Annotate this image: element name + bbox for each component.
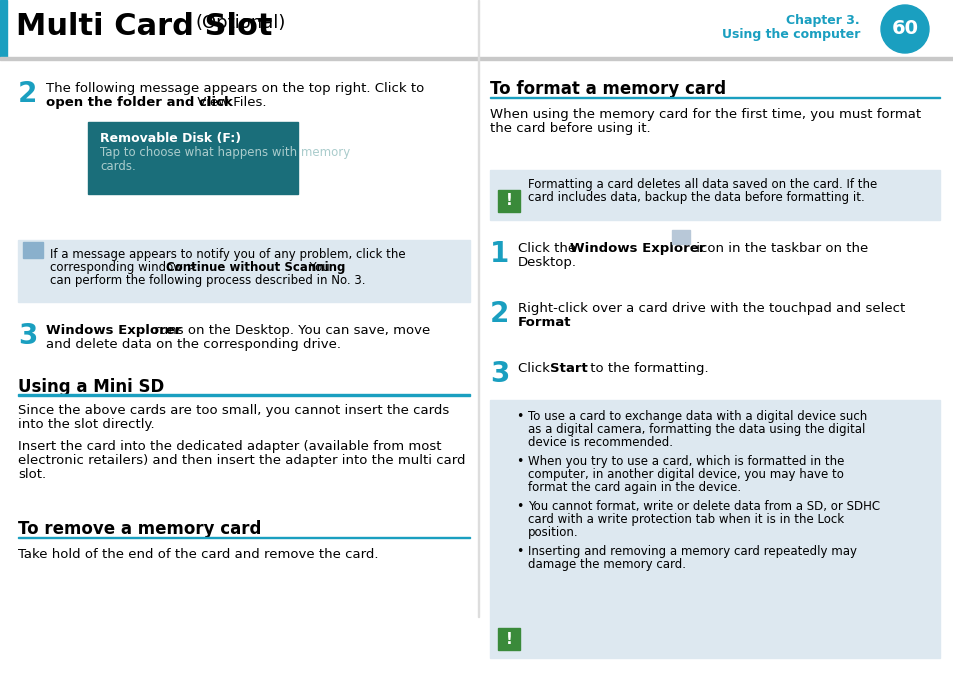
Text: Chapter 3.: Chapter 3. xyxy=(785,14,859,27)
Text: device is recommended.: device is recommended. xyxy=(527,436,672,449)
Text: 60: 60 xyxy=(890,20,918,39)
Text: 2: 2 xyxy=(18,80,37,108)
Bar xyxy=(671,230,689,244)
Text: to the formatting.: to the formatting. xyxy=(585,362,708,375)
Text: When you try to use a card, which is formatted in the: When you try to use a card, which is for… xyxy=(527,455,843,468)
Text: card includes data, backup the data before formatting it.: card includes data, backup the data befo… xyxy=(527,191,863,204)
Bar xyxy=(18,395,470,396)
Text: corresponding window >: corresponding window > xyxy=(50,261,200,274)
Bar xyxy=(497,190,519,212)
Text: Using a Mini SD: Using a Mini SD xyxy=(18,378,164,396)
Bar xyxy=(18,240,470,302)
Text: format the card again in the device.: format the card again in the device. xyxy=(527,481,740,494)
Text: 2: 2 xyxy=(490,300,509,328)
Bar xyxy=(497,628,519,650)
Text: runs on the Desktop. You can save, move: runs on the Desktop. You can save, move xyxy=(150,324,430,337)
Text: Multi Card Slot: Multi Card Slot xyxy=(16,12,273,41)
Text: Desktop.: Desktop. xyxy=(517,256,577,269)
Text: 3: 3 xyxy=(490,360,509,388)
Text: Take hold of the end of the card and remove the card.: Take hold of the end of the card and rem… xyxy=(18,548,378,561)
Bar xyxy=(490,170,939,220)
Text: The following message appears on the top right. Click to: The following message appears on the top… xyxy=(46,82,424,95)
Text: damage the memory card.: damage the memory card. xyxy=(527,558,685,571)
Text: Windows Explorer: Windows Explorer xyxy=(569,242,704,255)
Text: .: . xyxy=(558,316,561,329)
Text: Inserting and removing a memory card repeatedly may: Inserting and removing a memory card rep… xyxy=(527,545,856,558)
Text: To use a card to exchange data with a digital device such: To use a card to exchange data with a di… xyxy=(527,410,866,423)
Text: cards.: cards. xyxy=(100,160,135,173)
Text: the card before using it.: the card before using it. xyxy=(490,122,650,135)
Text: position.: position. xyxy=(527,526,578,539)
Text: View Files.: View Files. xyxy=(193,96,266,109)
Text: Continue without Scanning: Continue without Scanning xyxy=(166,261,345,274)
Text: Click: Click xyxy=(517,362,554,375)
Text: Insert the card into the dedicated adapter (available from most: Insert the card into the dedicated adapt… xyxy=(18,440,441,453)
Text: •: • xyxy=(516,455,523,468)
Text: can perform the following process described in No. 3.: can perform the following process descri… xyxy=(50,274,365,287)
Text: card with a write protection tab when it is in the Lock: card with a write protection tab when it… xyxy=(527,513,843,526)
Text: Format: Format xyxy=(517,316,571,329)
Bar xyxy=(0,0,953,58)
Bar xyxy=(18,536,470,538)
Bar xyxy=(88,122,297,194)
Bar xyxy=(490,400,939,658)
Text: 1: 1 xyxy=(490,240,509,268)
Text: as a digital camera, formatting the data using the digital: as a digital camera, formatting the data… xyxy=(527,423,864,436)
Text: into the slot directly.: into the slot directly. xyxy=(18,418,154,431)
Bar xyxy=(477,0,478,617)
Text: Tap to choose what happens with memory: Tap to choose what happens with memory xyxy=(100,146,350,159)
Text: computer, in another digital device, you may have to: computer, in another digital device, you… xyxy=(527,468,843,481)
Text: !: ! xyxy=(505,632,512,647)
Text: Using the computer: Using the computer xyxy=(720,28,859,41)
Text: •: • xyxy=(516,500,523,513)
Text: •: • xyxy=(516,410,523,423)
Text: Click the: Click the xyxy=(517,242,579,255)
Text: To remove a memory card: To remove a memory card xyxy=(18,520,261,538)
Text: icon in the taskbar on the: icon in the taskbar on the xyxy=(691,242,867,255)
Text: and delete data on the corresponding drive.: and delete data on the corresponding dri… xyxy=(46,338,340,351)
Text: You cannot format, write or delete data from a SD, or SDHC: You cannot format, write or delete data … xyxy=(527,500,880,513)
Text: !: ! xyxy=(505,194,512,209)
Bar xyxy=(490,97,939,98)
Text: Right-click over a card drive with the touchpad and select: Right-click over a card drive with the t… xyxy=(517,302,904,315)
Bar xyxy=(0,0,7,58)
Text: Since the above cards are too small, you cannot insert the cards: Since the above cards are too small, you… xyxy=(18,404,449,417)
Bar xyxy=(0,57,953,60)
Text: Windows Explorer: Windows Explorer xyxy=(46,324,181,337)
Text: (Optional): (Optional) xyxy=(195,14,286,32)
Text: 3: 3 xyxy=(18,322,37,350)
Text: To format a memory card: To format a memory card xyxy=(490,80,725,98)
Text: When using the memory card for the first time, you must format: When using the memory card for the first… xyxy=(490,108,921,121)
Text: open the folder and click: open the folder and click xyxy=(46,96,233,109)
Text: slot.: slot. xyxy=(18,468,46,481)
Circle shape xyxy=(880,5,928,53)
Text: •: • xyxy=(516,545,523,558)
Text: electronic retailers) and then insert the adapter into the multi card: electronic retailers) and then insert th… xyxy=(18,454,465,467)
Text: Removable Disk (F:): Removable Disk (F:) xyxy=(100,132,241,145)
Text: If a message appears to notify you of any problem, click the: If a message appears to notify you of an… xyxy=(50,248,405,261)
Text: . You: . You xyxy=(302,261,330,274)
Text: Formatting a card deletes all data saved on the card. If the: Formatting a card deletes all data saved… xyxy=(527,178,877,191)
Bar xyxy=(23,242,43,258)
Text: Start: Start xyxy=(550,362,587,375)
